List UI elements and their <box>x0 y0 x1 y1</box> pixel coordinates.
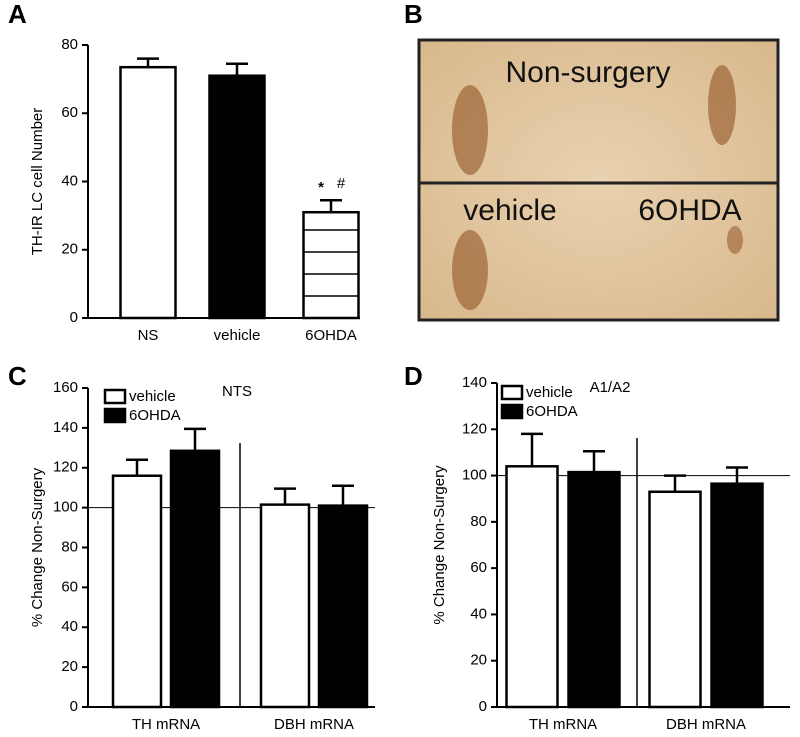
legend-label: 6OHDA <box>129 407 181 424</box>
error-bar <box>583 450 605 473</box>
y-tick-label: 0 <box>70 698 78 715</box>
error-bar <box>320 199 342 213</box>
annotation: * <box>318 179 324 196</box>
y-tick-label: 40 <box>61 618 78 635</box>
panel-letter: D <box>404 361 423 391</box>
photo-label: Non-surgery <box>505 56 670 89</box>
stain <box>727 226 743 254</box>
y-tick-label: 80 <box>61 538 78 555</box>
y-tick-label: 40 <box>61 172 78 189</box>
panel-letter: B <box>404 0 423 29</box>
micrograph: Non-surgery vehicle 6OHDA <box>417 38 780 322</box>
stain <box>452 230 488 310</box>
y-tick-label: 100 <box>53 499 78 516</box>
y-tick-label: 120 <box>53 459 78 476</box>
error-bar <box>274 487 296 505</box>
legend-label: vehicle <box>526 384 573 401</box>
error-bar <box>184 427 206 451</box>
y-tick-label: 60 <box>61 104 78 121</box>
y-tick-label: 20 <box>61 241 78 258</box>
y-tick-label: 80 <box>61 36 78 53</box>
x-tick-label: 6OHDA <box>305 327 357 344</box>
bar <box>567 470 621 709</box>
x-tick-label: NS <box>138 327 159 344</box>
bar <box>648 490 702 709</box>
chart-subtitle: NTS <box>222 383 252 400</box>
y-axis-label: TH-IR LC cell Number <box>29 108 46 256</box>
y-tick-label: 120 <box>462 420 487 437</box>
legend-label: vehicle <box>129 388 176 405</box>
y-tick-label: 40 <box>470 605 487 622</box>
legend-label: 6OHDA <box>526 403 578 420</box>
error-bar <box>126 458 148 476</box>
annotation: # <box>337 175 346 192</box>
y-axis-label: % Change Non-Surgery <box>29 467 46 627</box>
stain <box>452 85 488 175</box>
y-tick-label: 60 <box>61 578 78 595</box>
y-tick-label: 80 <box>470 513 487 530</box>
x-tick-label: TH mRNA <box>529 716 597 733</box>
legend-swatch <box>103 407 127 424</box>
y-tick-label: 60 <box>470 559 487 576</box>
panel-letter: C <box>8 361 27 391</box>
y-tick-label: 100 <box>462 467 487 484</box>
y-tick-label: 0 <box>479 698 487 715</box>
y-axis-label: % Change Non-Surgery <box>431 465 448 625</box>
error-bar <box>664 474 686 492</box>
y-tick-label: 20 <box>470 652 487 669</box>
photo-label: 6OHDA <box>638 194 741 227</box>
bar <box>710 482 764 709</box>
legend-swatch <box>103 388 127 405</box>
y-tick-label: 0 <box>70 309 78 326</box>
error-bar <box>226 62 248 76</box>
bar <box>169 449 221 709</box>
x-tick-label: vehicle <box>214 327 261 344</box>
stain <box>708 65 736 145</box>
error-bar <box>521 432 543 467</box>
bar <box>259 503 311 709</box>
chart-subtitle: A1/A2 <box>590 379 631 396</box>
error-bar <box>332 484 354 506</box>
legend-swatch <box>500 403 524 420</box>
x-tick-label: TH mRNA <box>132 716 200 733</box>
bar <box>505 465 559 709</box>
legend-swatch <box>500 384 524 401</box>
bar <box>208 74 266 320</box>
y-tick-label: 140 <box>462 374 487 391</box>
x-tick-label: DBH mRNA <box>274 716 354 733</box>
photo-label: vehicle <box>463 194 556 227</box>
bar <box>317 504 369 709</box>
bar <box>302 210 360 320</box>
error-bar <box>137 57 159 68</box>
bar <box>119 65 177 320</box>
x-tick-label: DBH mRNA <box>666 716 746 733</box>
bar <box>111 474 163 709</box>
panel-letter: A <box>8 0 27 29</box>
y-tick-label: 160 <box>53 379 78 396</box>
y-tick-label: 20 <box>61 658 78 675</box>
y-tick-label: 140 <box>53 419 78 436</box>
error-bar <box>726 466 748 484</box>
